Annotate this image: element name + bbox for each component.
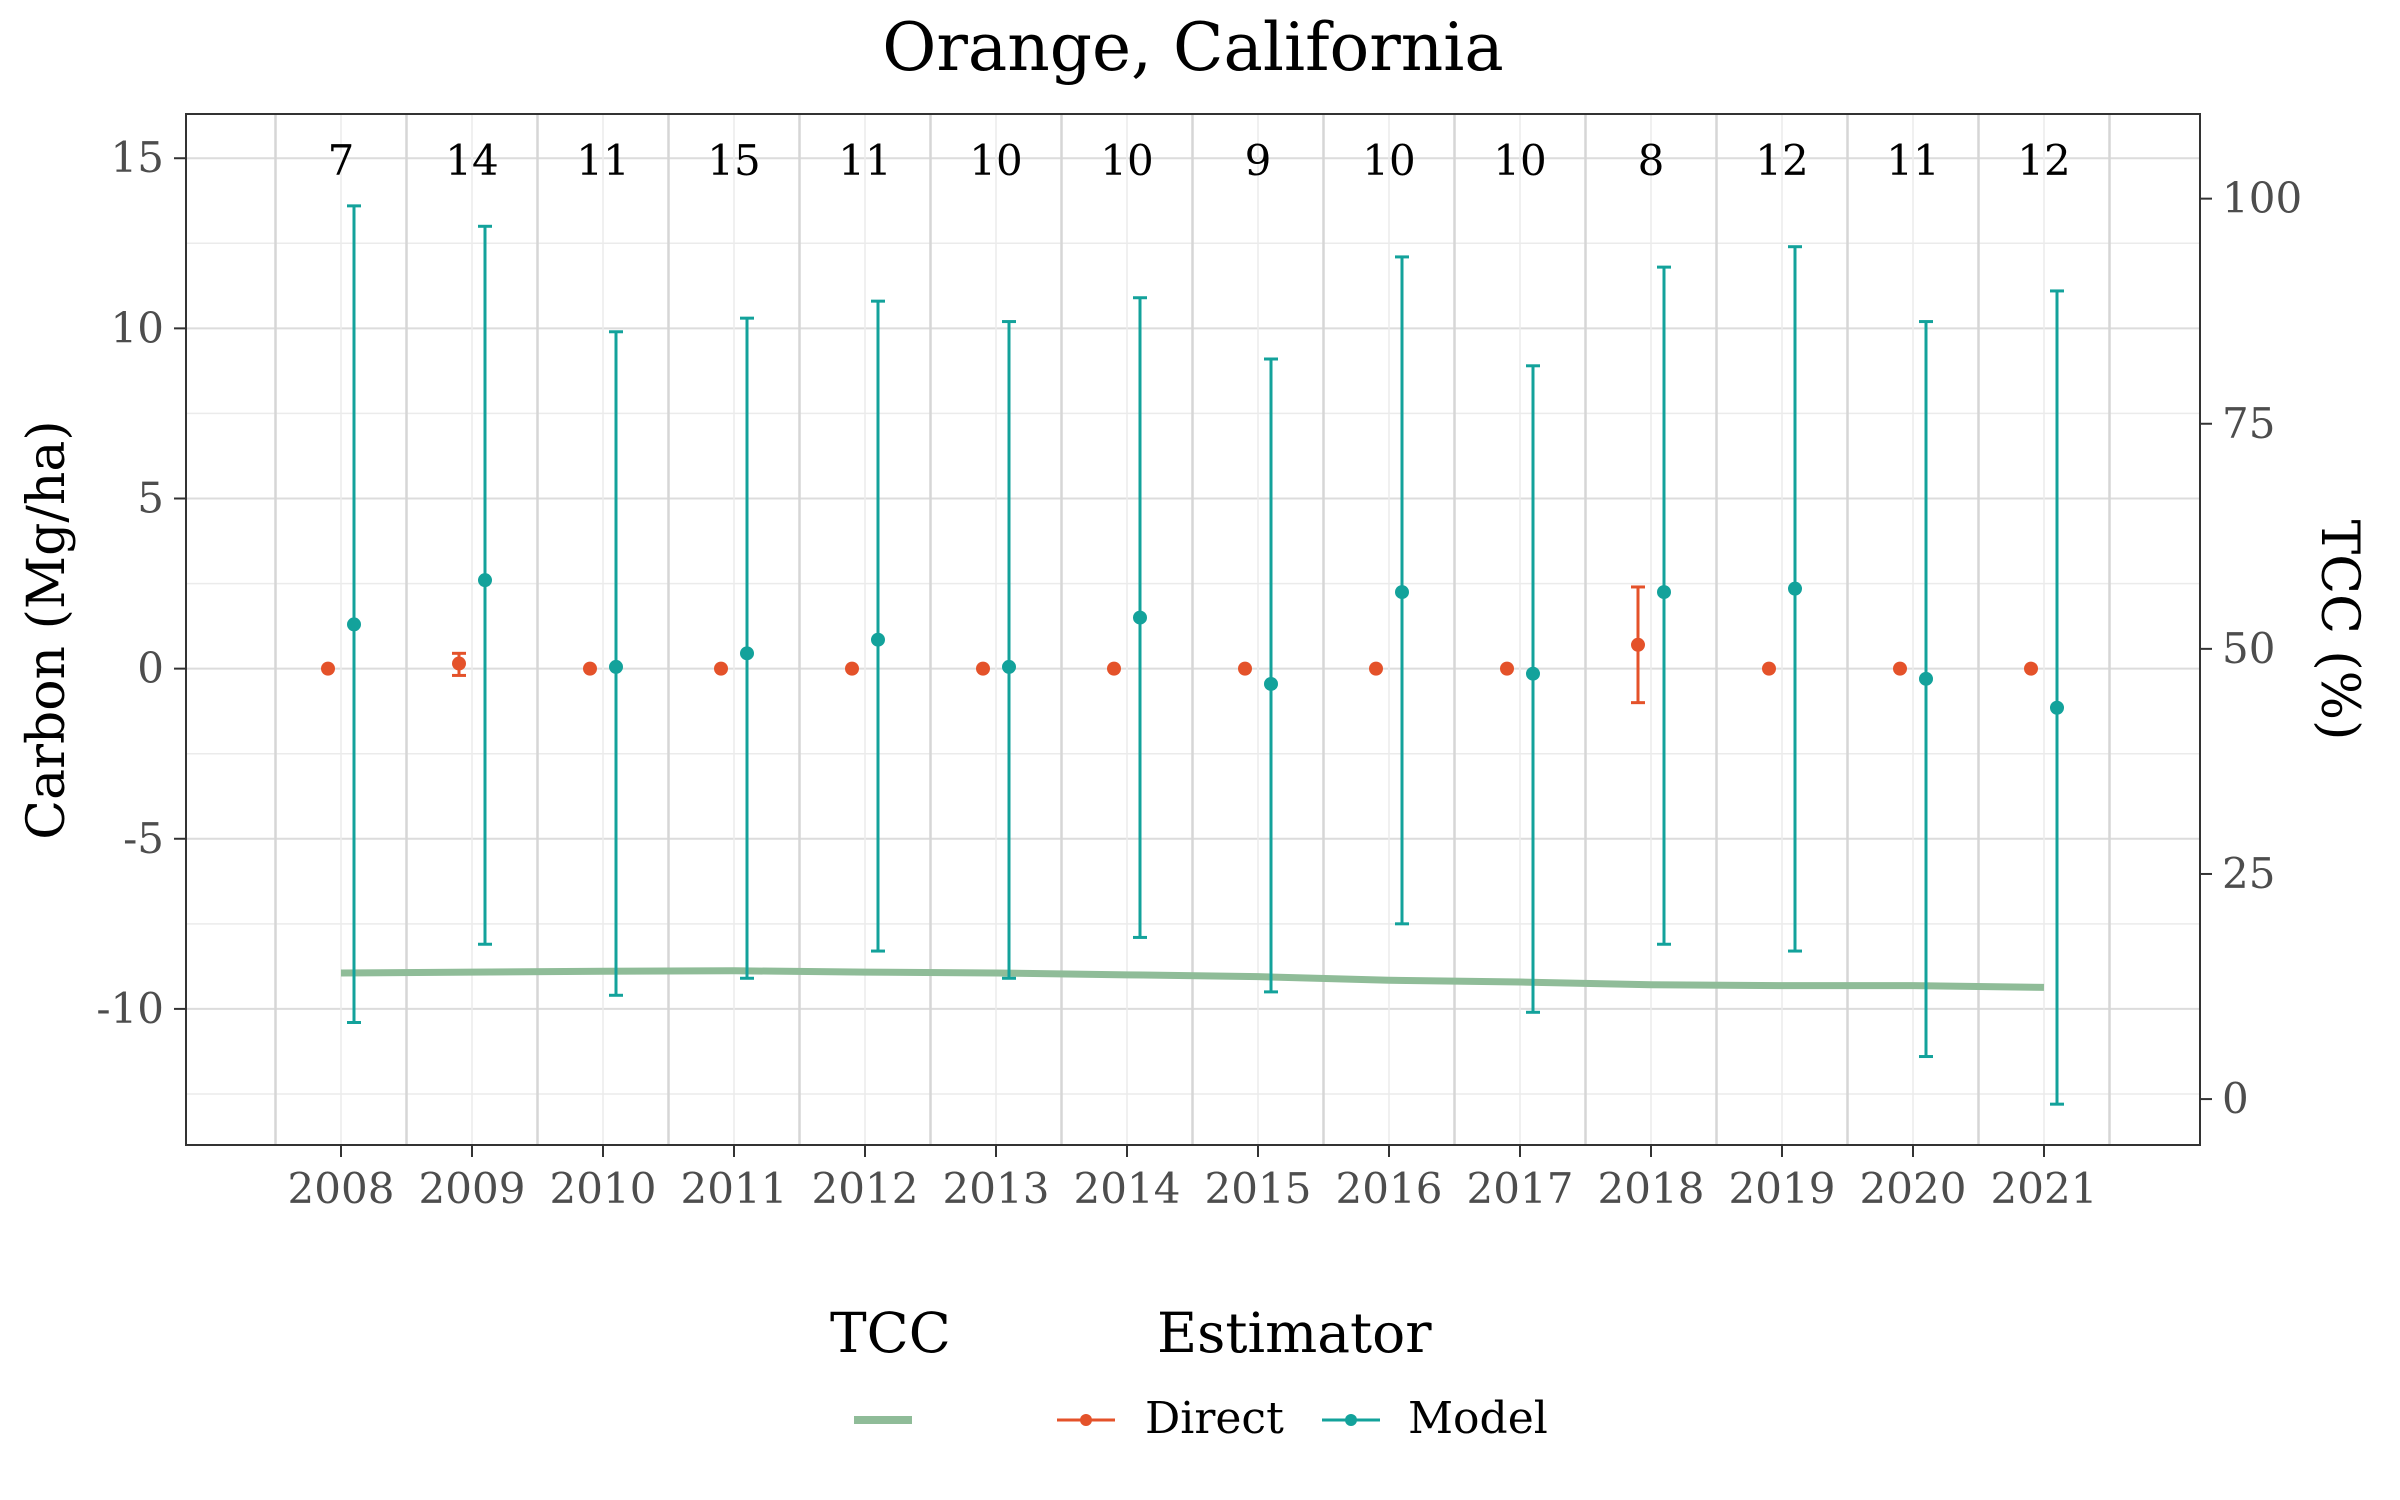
x-tick-label: 2011 [681,1164,788,1213]
data-point-direct [976,661,990,676]
data-point-model [1526,666,1540,681]
data-point-direct [1500,661,1514,676]
data-point-direct [583,661,597,676]
data-point-model [1133,610,1147,625]
legend: TCC Estimator Direct Model [830,1301,1548,1444]
data-point-model [1657,585,1671,600]
y2-tick-label: 75 [2222,399,2275,448]
legend-title-estimator: Estimator [1157,1301,1432,1365]
legend-key-direct-point [1080,1414,1092,1426]
x-tick-label: 2018 [1598,1164,1705,1213]
data-point-direct [1107,661,1121,676]
tcc-line [340,967,2045,991]
y-tick-label: 10 [111,303,164,352]
x-tick-label: 2019 [1729,1164,1836,1213]
count-label: 9 [1245,136,1272,185]
legend-item-model: Model [1322,1393,1548,1444]
data-point-direct [1893,661,1907,676]
count-label: 12 [1755,136,1808,185]
y2-tick-label: 100 [2222,174,2302,223]
y-tick-label: 15 [111,133,164,182]
y2-axis-title: TCC (%) [2309,520,2369,741]
data-point-model [1919,671,1933,686]
data-point-direct [321,661,335,676]
legend-title-tcc: TCC [830,1301,951,1365]
y2-tick-label: 50 [2222,624,2275,673]
x-tick-label: 2016 [1336,1164,1443,1213]
data-point-model [478,573,492,588]
count-label: 10 [969,136,1022,185]
x-tick-label: 2013 [943,1164,1050,1213]
count-label: 12 [2017,136,2070,185]
count-label: 10 [1493,136,1546,185]
data-point-direct [1238,661,1252,676]
y2-tick-label: 25 [2222,849,2275,898]
data-point-model [1002,659,1016,674]
count-label: 10 [1100,136,1153,185]
tcc-line-layer [340,967,2045,991]
data-point-direct [845,661,859,676]
legend-label-model: Model [1408,1393,1548,1444]
count-label: 10 [1362,136,1415,185]
count-label: 8 [1638,136,1665,185]
axes: -10 -5 0 5 10 15 0 25 50 75 100 2008 2009 2010 2011 201… [96,133,2302,1213]
count-label: 7 [328,136,355,185]
data-point-direct [1762,661,1776,676]
data-point-direct [2024,661,2038,676]
x-tick-label: 2012 [812,1164,919,1213]
data-point-model [740,646,754,661]
data-point-direct [714,661,728,676]
count-label: 11 [838,136,891,185]
count-labels: 7 14 11 15 11 10 10 9 10 10 8 12 11 12 [328,136,2071,185]
x-tick-label: 2020 [1860,1164,1967,1213]
data-point-model [1264,676,1278,691]
y2-tick-label: 0 [2222,1074,2249,1123]
count-label: 14 [445,136,498,185]
x-tick-label: 2014 [1074,1164,1181,1213]
legend-item-direct: Direct [1057,1393,1284,1444]
x-tick-label: 2008 [288,1164,395,1213]
legend-key-model-point [1345,1414,1357,1426]
series-model [347,204,2064,1106]
x-tick-label: 2010 [550,1164,657,1213]
data-point-model [1395,585,1409,600]
x-tick-label: 2017 [1467,1164,1574,1213]
y-tick-label: 0 [137,644,164,693]
chart-title: Orange, California [882,9,1504,86]
data-point-model [871,632,885,647]
data-point-model [1788,581,1802,596]
x-tick-label: 2015 [1205,1164,1312,1213]
y-tick-label: -5 [123,814,164,863]
data-point-direct [1369,661,1383,676]
count-label: 15 [707,136,760,185]
legend-label-direct: Direct [1145,1393,1284,1444]
y-tick-label: -10 [96,984,164,1033]
count-label: 11 [1886,136,1939,185]
plot-border [185,113,2201,1146]
count-label: 11 [576,136,629,185]
y-axis-title: Carbon (Mg/ha) [17,420,77,839]
y-tick-label: 5 [137,473,164,522]
data-point-direct [452,656,466,671]
data-point-direct [1631,637,1645,652]
series-direct [321,585,2038,705]
data-point-model [347,617,361,632]
x-tick-label: 2021 [1991,1164,2098,1213]
data-point-model [609,659,623,674]
series-layer [321,204,2064,1106]
x-tick-label: 2009 [419,1164,526,1213]
data-point-model [2050,700,2064,715]
